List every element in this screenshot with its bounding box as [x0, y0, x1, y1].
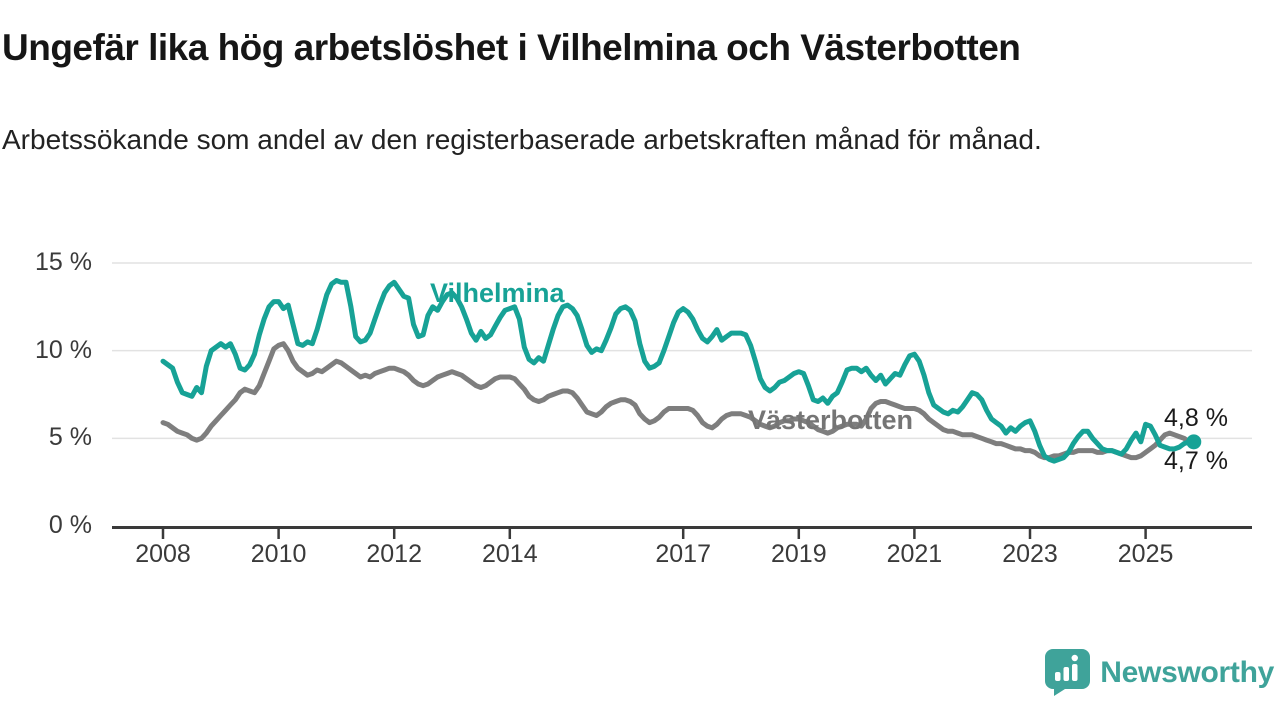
- series-label-vasterbotten: Västerbotten: [748, 405, 914, 435]
- x-tick-label: 2019: [770, 540, 827, 568]
- end-value-label-vilhelmina: 4,8 %: [1164, 404, 1228, 432]
- x-tick-label: 2017: [655, 540, 711, 568]
- chart-title: Ungefär lika hög arbetslöshet i Vilhelmi…: [2, 27, 1021, 68]
- x-tick-label: 2012: [366, 540, 422, 568]
- newsworthy-logo-icon: [1044, 648, 1091, 697]
- x-tick-label: 2021: [886, 540, 943, 568]
- series-label-vilhelmina: Vilhelmina: [430, 278, 565, 308]
- x-tick-label: 2014: [481, 540, 538, 568]
- y-tick-label: 0 %: [48, 511, 92, 539]
- x-tick-label: 2008: [135, 540, 191, 568]
- end-value-label-vasterbotten: 4,7 %: [1164, 447, 1228, 475]
- chart-subtitle: Arbetssökande som andel av den registerb…: [2, 124, 1042, 155]
- newsworthy-logo[interactable]: Newsworthy: [1044, 648, 1274, 697]
- y-tick-label: 15 %: [35, 248, 92, 276]
- y-tick-label: 5 %: [48, 423, 92, 452]
- x-tick-label: 2023: [1002, 540, 1058, 568]
- x-tick-label: 2025: [1117, 540, 1174, 568]
- newsworthy-logo-text: Newsworthy: [1100, 655, 1274, 689]
- x-tick-label: 2010: [250, 540, 307, 568]
- y-tick-label: 10 %: [35, 335, 92, 364]
